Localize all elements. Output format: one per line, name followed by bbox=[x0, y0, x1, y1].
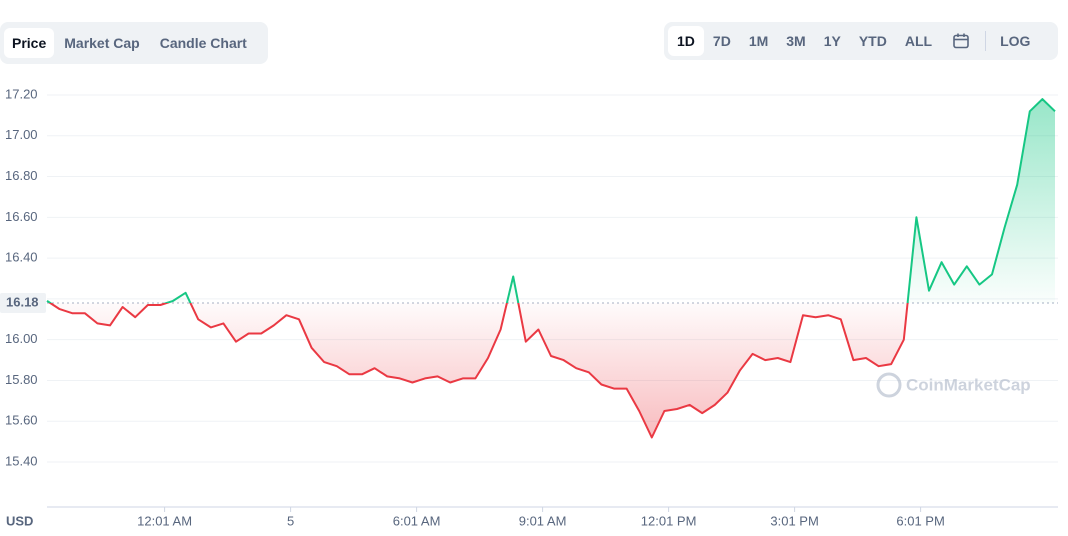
range-button[interactable]: ALL bbox=[904, 33, 933, 49]
range-button[interactable]: YTD bbox=[858, 33, 887, 49]
range-button[interactable]: 3M bbox=[786, 33, 806, 49]
range-group: 1D 7D 1M 3M 1Y YTD ALL LOG bbox=[664, 22, 1058, 60]
tab-button[interactable]: Market Cap bbox=[64, 35, 140, 51]
x-tick-label: 9:01 AM bbox=[519, 513, 567, 528]
calendar-icon bbox=[953, 33, 969, 49]
reference-label-box bbox=[0, 292, 46, 313]
y-tick-label: 16.20 bbox=[5, 290, 38, 305]
y-tick-label: 15.80 bbox=[5, 372, 38, 387]
x-tick-label: 5 bbox=[287, 513, 294, 528]
x-tick-label: 3:01 PM bbox=[770, 513, 818, 528]
x-tick-label: 6:01 AM bbox=[393, 513, 441, 528]
y-tick-label: 17.20 bbox=[5, 86, 38, 101]
tab-button[interactable]: Price bbox=[4, 28, 55, 58]
y-unit: USD bbox=[6, 513, 33, 528]
y-tick-label: 16.40 bbox=[5, 250, 38, 265]
separator bbox=[985, 31, 987, 51]
price-line bbox=[46, 98, 1056, 439]
y-tick-label: 16.00 bbox=[5, 331, 38, 346]
range-button[interactable]: 7D bbox=[712, 33, 731, 49]
price-area bbox=[47, 99, 1055, 438]
range-button[interactable]: 1M bbox=[748, 33, 769, 49]
calendar-button[interactable] bbox=[941, 26, 981, 56]
watermark-text: CoinMarketCap bbox=[906, 375, 1031, 394]
watermark: CoinMarketCap bbox=[876, 372, 1031, 398]
y-tick-label: 17.00 bbox=[5, 127, 38, 142]
tab-group: Price Market Cap Candle Chart bbox=[0, 22, 268, 64]
y-tick-label: 16.60 bbox=[5, 209, 38, 224]
x-tick-label: 6:01 PM bbox=[896, 513, 944, 528]
range-button[interactable]: 1Y bbox=[823, 33, 841, 49]
x-tick-label: 12:01 PM bbox=[641, 513, 697, 528]
x-tick-label: 12:01 AM bbox=[137, 513, 192, 528]
y-tick-label: 15.60 bbox=[5, 413, 38, 428]
watermark-logo bbox=[876, 372, 902, 398]
tab-button[interactable]: Candle Chart bbox=[159, 35, 247, 51]
log-button[interactable]: LOG bbox=[1000, 33, 1031, 49]
y-tick-label: 16.80 bbox=[5, 168, 38, 183]
y-tick-label: 15.40 bbox=[5, 453, 38, 468]
range-button[interactable]: 1D bbox=[668, 26, 704, 56]
reference-label: 16.18 bbox=[6, 294, 39, 309]
